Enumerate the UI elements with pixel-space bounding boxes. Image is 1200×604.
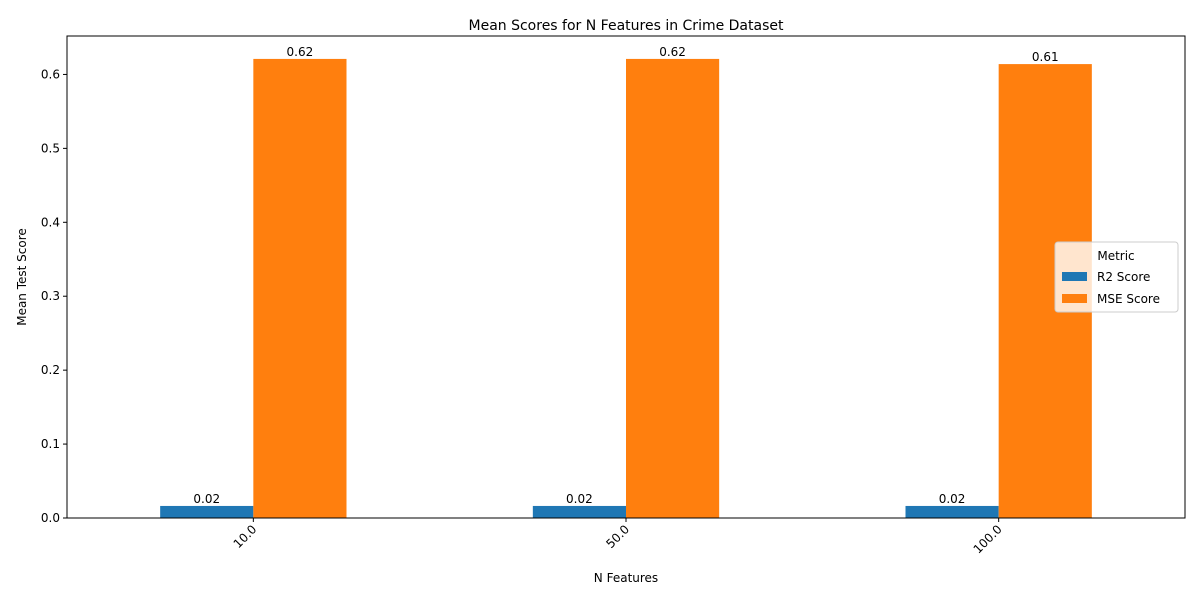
bar-mse-score — [253, 58, 347, 519]
y-tick-label: 0.2 — [41, 363, 60, 377]
chart-title: Mean Scores for N Features in Crime Data… — [469, 18, 784, 34]
legend-label-mse-score: MSE Score — [1097, 292, 1160, 306]
x-tick-label: 100.0 — [971, 522, 1005, 556]
y-tick-label: 0.4 — [41, 215, 60, 229]
x-tick-label: 10.0 — [231, 522, 260, 551]
y-axis-label: Mean Test Score — [15, 228, 29, 326]
legend: Metric R2 Score MSE Score — [1054, 241, 1179, 313]
plot-frame — [66, 35, 1186, 519]
legend-label-r2-score: R2 Score — [1097, 270, 1150, 284]
data-label: 0.02 — [193, 492, 220, 506]
y-axis: 0.0 0.1 0.2 0.3 0.4 0.5 0.6 — [41, 67, 67, 525]
bar-r2-score — [160, 505, 254, 518]
data-label: 0.62 — [659, 45, 686, 59]
legend-swatch-r2-score — [1062, 272, 1087, 281]
bars — [160, 58, 1092, 519]
y-tick-label: 0.3 — [41, 289, 60, 303]
x-axis-label: N Features — [594, 571, 658, 585]
y-tick-label: 0.6 — [41, 67, 60, 81]
x-tick-label: 50.0 — [603, 522, 632, 551]
x-axis: 10.0 50.0 100.0 — [231, 518, 1005, 556]
data-label: 0.61 — [1032, 50, 1059, 64]
legend-title: Metric — [1097, 249, 1134, 263]
data-label: 0.62 — [287, 45, 314, 59]
y-tick-label: 0.1 — [41, 437, 60, 451]
y-tick-label: 0.0 — [41, 511, 60, 525]
bar-r2-score — [905, 505, 999, 518]
legend-swatch-mse-score — [1062, 294, 1087, 303]
data-label: 0.02 — [566, 492, 593, 506]
bar-r2-score — [532, 505, 626, 518]
data-labels: 0.02 0.62 0.02 0.62 0.02 0.61 — [193, 45, 1058, 506]
bar-mse-score — [626, 58, 720, 519]
y-tick-label: 0.5 — [41, 141, 60, 155]
data-label: 0.02 — [939, 492, 966, 506]
